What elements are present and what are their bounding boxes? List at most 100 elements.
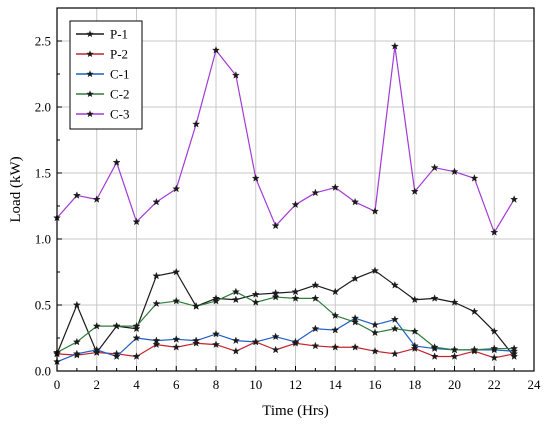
data-point — [331, 325, 340, 334]
legend-label: C-3 — [110, 107, 130, 122]
data-point — [291, 200, 300, 209]
x-tick-label: 20 — [448, 377, 461, 392]
data-point — [331, 311, 340, 319]
series-P-1 — [53, 266, 519, 360]
data-point — [212, 296, 220, 305]
legend-label: P-2 — [110, 47, 128, 62]
data-point — [192, 302, 201, 310]
data-point — [311, 188, 320, 197]
data-point — [450, 345, 459, 354]
data-point — [371, 328, 379, 337]
data-point — [450, 298, 459, 306]
data-point — [311, 324, 320, 333]
y-tick-label: 2.5 — [35, 34, 51, 49]
series-C-3 — [53, 42, 519, 236]
data-point — [490, 327, 499, 335]
data-point — [291, 294, 300, 302]
y-tick-label: 0.0 — [35, 364, 51, 379]
data-point — [152, 336, 161, 345]
y-tick-label: 0.5 — [35, 298, 51, 313]
data-point — [231, 295, 240, 304]
data-point — [331, 287, 340, 296]
x-tick-label: 18 — [408, 377, 421, 392]
data-point — [212, 340, 220, 348]
data-point — [410, 187, 419, 195]
data-point — [331, 183, 340, 191]
data-point — [192, 119, 201, 128]
data-point — [212, 46, 220, 54]
data-point — [390, 349, 399, 358]
legend-label: C-1 — [110, 67, 130, 82]
legend-item: C-3 — [76, 107, 130, 122]
legend: P-1 P-2 C-1 C-2 C-3 — [69, 20, 143, 130]
data-point — [490, 353, 499, 362]
x-tick-label: 10 — [249, 377, 262, 392]
data-point — [72, 191, 81, 199]
series-line — [56, 45, 515, 233]
data-point — [132, 333, 141, 342]
x-tick-label: 4 — [133, 377, 140, 392]
x-tick-label: 12 — [289, 377, 302, 392]
data-point — [172, 184, 181, 193]
series-line — [56, 317, 515, 363]
data-point — [172, 296, 181, 305]
data-point — [231, 347, 240, 355]
data-point — [92, 321, 101, 330]
axis-ticks: 0 2 4 6 8 10 12 14 16 18 20 22 240.00.51.01.52.02.5 — [35, 34, 541, 393]
data-point — [490, 344, 499, 352]
y-tick-label: 1.0 — [35, 232, 51, 247]
data-point — [251, 337, 260, 346]
data-point — [112, 321, 121, 330]
series-C-1 — [53, 314, 519, 366]
data-point — [152, 197, 161, 206]
x-tick-label: 24 — [528, 377, 542, 392]
data-point — [371, 347, 379, 355]
y-axis-title: Load (kW) — [8, 156, 24, 222]
data-point — [390, 281, 399, 289]
legend-box — [69, 20, 143, 130]
data-point — [410, 295, 419, 304]
data-point — [92, 345, 101, 354]
legend-item: C-1 — [76, 67, 130, 82]
data-point — [132, 321, 141, 330]
data-point — [410, 341, 419, 350]
legend-label: P-1 — [110, 27, 128, 42]
x-tick-label: 22 — [488, 377, 501, 392]
data-point — [410, 344, 419, 352]
data-point — [92, 348, 101, 356]
data-point — [72, 300, 81, 309]
data-point — [311, 281, 320, 289]
x-tick-label: 16 — [369, 377, 383, 392]
data-point — [192, 336, 201, 345]
data-point — [192, 339, 201, 347]
data-point — [152, 299, 161, 308]
data-point — [470, 174, 479, 182]
data-point — [271, 221, 280, 230]
data-point — [231, 71, 240, 79]
data-point — [510, 352, 519, 360]
x-tick-label: 2 — [94, 377, 101, 392]
data-point — [371, 266, 379, 275]
series-line — [56, 291, 515, 354]
data-point — [271, 292, 280, 301]
data-point — [430, 294, 439, 302]
data-point — [390, 324, 399, 333]
series-P-2 — [53, 337, 519, 362]
data-point — [172, 343, 181, 351]
data-point — [132, 352, 141, 360]
data-point — [510, 344, 519, 352]
legend-item: P-2 — [76, 47, 128, 62]
data-point — [251, 290, 260, 298]
data-point — [152, 340, 161, 348]
data-point — [251, 174, 260, 182]
data-point — [410, 327, 419, 335]
legend-marker — [86, 90, 94, 98]
data-point — [351, 274, 360, 282]
data-point — [291, 337, 300, 346]
data-point — [510, 195, 519, 203]
legend-item: P-1 — [76, 27, 128, 42]
series-group — [53, 42, 519, 366]
data-point — [291, 287, 300, 296]
data-point — [430, 352, 439, 360]
data-point — [450, 167, 459, 176]
